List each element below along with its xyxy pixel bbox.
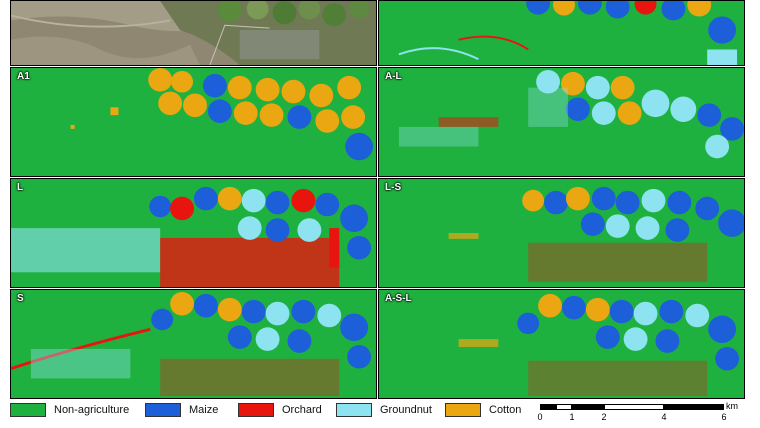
classification-panel-a-l: A-L <box>378 67 745 177</box>
legend-item-non-agriculture: Non-agriculture <box>10 402 129 418</box>
classification-panel-top <box>378 0 745 66</box>
legend-label: Orchard <box>282 404 322 416</box>
panel-label-a1: A1 <box>17 71 30 82</box>
satellite-image-panel <box>10 0 377 66</box>
scale-segment <box>540 404 556 410</box>
classification-panel-l-s: L-S <box>378 178 745 288</box>
legend-item-groundnut: Groundnut <box>336 402 432 418</box>
panel-label-l-s: L-S <box>385 182 402 193</box>
scale-segment <box>556 404 572 410</box>
scale-tick: 6 <box>721 412 727 422</box>
scale-tick: 0 <box>537 412 543 422</box>
classification-panel-a1: A1 <box>10 67 377 177</box>
scale-tick: 2 <box>601 412 607 422</box>
scale-segment <box>664 404 724 410</box>
panel-label-a-l: A-L <box>385 71 402 82</box>
legend-swatch <box>445 403 481 417</box>
classification-panel-l: L <box>10 178 377 288</box>
scale-segment <box>604 404 664 410</box>
scale-tick: 1 <box>569 412 575 422</box>
legend: Non-agriculture Maize Orchard Groundnut … <box>10 402 530 424</box>
legend-item-cotton: Cotton <box>445 402 521 418</box>
classification-panel-a-s-l: A-S-L <box>378 289 745 399</box>
classification-panel-s: S <box>10 289 377 399</box>
panel-label-a-s-l: A-S-L <box>385 293 412 304</box>
scale-segment <box>572 404 604 410</box>
legend-swatch <box>336 403 372 417</box>
legend-swatch <box>10 403 46 417</box>
panel-label-s: S <box>17 293 24 304</box>
legend-item-maize: Maize <box>145 402 218 418</box>
legend-label: Groundnut <box>380 404 432 416</box>
legend-label: Non-agriculture <box>54 404 130 416</box>
scale-tick: 4 <box>661 412 667 422</box>
scale-unit: km <box>726 401 738 411</box>
legend-swatch <box>145 403 181 417</box>
legend-label: Maize <box>189 404 219 416</box>
legend-item-orchard: Orchard <box>238 402 322 418</box>
scale-bar: km 0 1 2 4 6 <box>537 401 750 426</box>
legend-label: Cotton <box>489 404 522 416</box>
legend-swatch <box>238 403 274 417</box>
panel-label-l: L <box>17 182 24 193</box>
